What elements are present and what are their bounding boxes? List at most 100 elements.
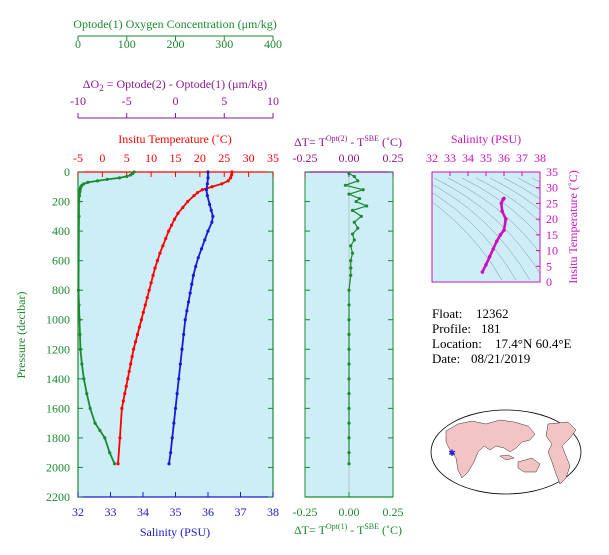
ts-isopycnal-line (433, 177, 540, 274)
ts-data-point (484, 262, 488, 267)
temperature-tick-label: 30 (243, 151, 255, 165)
oxygen-tick-label: 400 (264, 37, 282, 51)
float-value: 12362 (476, 306, 509, 321)
pressure-tick-label: 1600 (46, 401, 70, 415)
pressure-axis-label: Pressure (decibar) (14, 292, 28, 379)
delta-o2-tick-label: 0 (173, 94, 179, 108)
temperature-data-point (172, 217, 177, 221)
oxygen-data-point (98, 428, 102, 433)
salinity-tick-label: 35 (170, 505, 182, 519)
oxygen-data-point (82, 377, 86, 381)
ts-data-point (498, 233, 503, 237)
pressure-tick-label: 2200 (46, 490, 70, 504)
ts-salinity-tick-label: 33 (444, 151, 456, 165)
ts-data-point (480, 270, 485, 274)
delta-t-data-point (356, 179, 360, 183)
salinity-tick-label: 37 (235, 505, 247, 519)
delta-t-data-point (349, 273, 353, 278)
delta-t-data-point (343, 183, 348, 187)
delta-t-data-point (347, 451, 351, 455)
temperature-data-point (192, 194, 196, 198)
ts-temp-tick-label: 15 (546, 228, 558, 242)
salinity-data-point (203, 238, 207, 242)
main-plot-area (77, 171, 274, 498)
ts-salinity-label: Salinity (PSU) (451, 132, 521, 146)
delta-o2-tick-label: -5 (122, 94, 132, 108)
float-label: Float: (432, 306, 462, 321)
salinity-data-point (206, 170, 210, 174)
salinity-data-point (205, 182, 209, 186)
temperature-data-point (228, 176, 233, 180)
salinity-data-point (180, 347, 184, 351)
oxygen-data-point (77, 194, 82, 198)
temperature-data-point (220, 182, 224, 186)
temperature-data-point (195, 191, 200, 195)
delta-t-data-point (347, 377, 351, 381)
temperature-data-point (158, 251, 162, 255)
pressure-tick-label: 1000 (46, 313, 70, 327)
delta-o2-axis: ΔO2 = Optode(2) - Optode(1) (μm/kg) -10 -… (70, 77, 279, 119)
delta-t-top-tick-label: -0.25 (293, 151, 318, 165)
temperature-data-point (143, 303, 147, 307)
delta-t-bottom-tick-label: 0.00 (339, 505, 360, 519)
temperature-data-point (139, 318, 143, 322)
delta-t-top-label: ΔT= TOpt(2) - TSBE (˚C) (294, 134, 402, 149)
oxygen-data-point (112, 462, 117, 466)
delta-t-data-point (347, 436, 351, 440)
temperature-data-point (186, 199, 190, 204)
salinity-data-point (182, 332, 186, 337)
salinity-data-point (209, 208, 213, 213)
continent-americas (545, 421, 577, 485)
delta-t-data-point (350, 251, 355, 255)
ts-isopycnal-line (447, 177, 540, 254)
temperature-data-point (123, 391, 127, 396)
temperature-data-point (167, 229, 171, 233)
oxygen-data-point (77, 191, 82, 195)
ts-isopycnal-line (503, 177, 540, 200)
pressure-tick-label: 200 (52, 195, 70, 209)
ts-data-point (499, 201, 504, 206)
temperature-data-point (121, 399, 125, 403)
location-value: 17.4°N 60.4°E (495, 336, 572, 351)
pressure-tick-label: 1200 (46, 342, 70, 356)
ts-isopycnal-line (475, 177, 540, 223)
continent-indonesia (499, 454, 515, 461)
temperature-data-point (129, 362, 133, 366)
temperature-data-point (127, 369, 131, 374)
pressure-tick-label: 400 (52, 224, 70, 238)
ts-isopycnal-line (517, 177, 540, 191)
oxygen-data-point (78, 347, 83, 351)
oxygen-data-point (80, 362, 84, 366)
ts-temp-tick-label: 10 (546, 244, 558, 258)
float-info: Float: 12362 Profile: 181 Location: 17.4… (432, 306, 572, 366)
oxygen-tick-label: 100 (118, 37, 136, 51)
temperature-data-point (181, 205, 185, 210)
temperature-tick-label: 10 (145, 151, 157, 165)
ts-isopycnal-line (489, 177, 540, 211)
salinity-data-point (175, 391, 179, 396)
delta-t-data-point (347, 303, 351, 307)
ts-temp-tick-label: 25 (546, 196, 558, 210)
delta-o2-axis-label: ΔO2 = Optode(2) - Optode(1) (μm/kg) (83, 77, 267, 93)
temperature-tick-label: 0 (99, 151, 105, 165)
ts-temp-tick-label: 30 (546, 181, 558, 195)
oxygen-axis-label: Optode(1) Oxygen Concentration (μm/kg) (73, 17, 276, 31)
temperature-data-point (145, 295, 149, 300)
delta-t-data-point (347, 406, 351, 410)
oxygen-data-point (129, 173, 133, 177)
pressure-tick-label: 800 (52, 283, 70, 297)
salinity-data-point (170, 436, 174, 440)
temperature-tick-label: 20 (194, 151, 206, 165)
temperature-data-point (229, 173, 234, 177)
pressure-tick-label: 1800 (46, 431, 70, 445)
ts-data-point (502, 228, 506, 232)
ts-data-point (491, 247, 496, 251)
pressure-tick-label: 0 (64, 165, 70, 179)
delta-t-top-tick-label: 0.00 (339, 151, 360, 165)
delta-t-data-point (347, 332, 351, 337)
main-profile-plot: Insitu Temperature (˚C) -5 0 5 10 15 20 25 30 35… (14, 132, 279, 539)
delta-t-data-point (359, 214, 363, 218)
ts-salinity-tick-label: 35 (480, 151, 492, 165)
continent-australia (517, 457, 541, 473)
temperature-data-point (210, 185, 214, 189)
